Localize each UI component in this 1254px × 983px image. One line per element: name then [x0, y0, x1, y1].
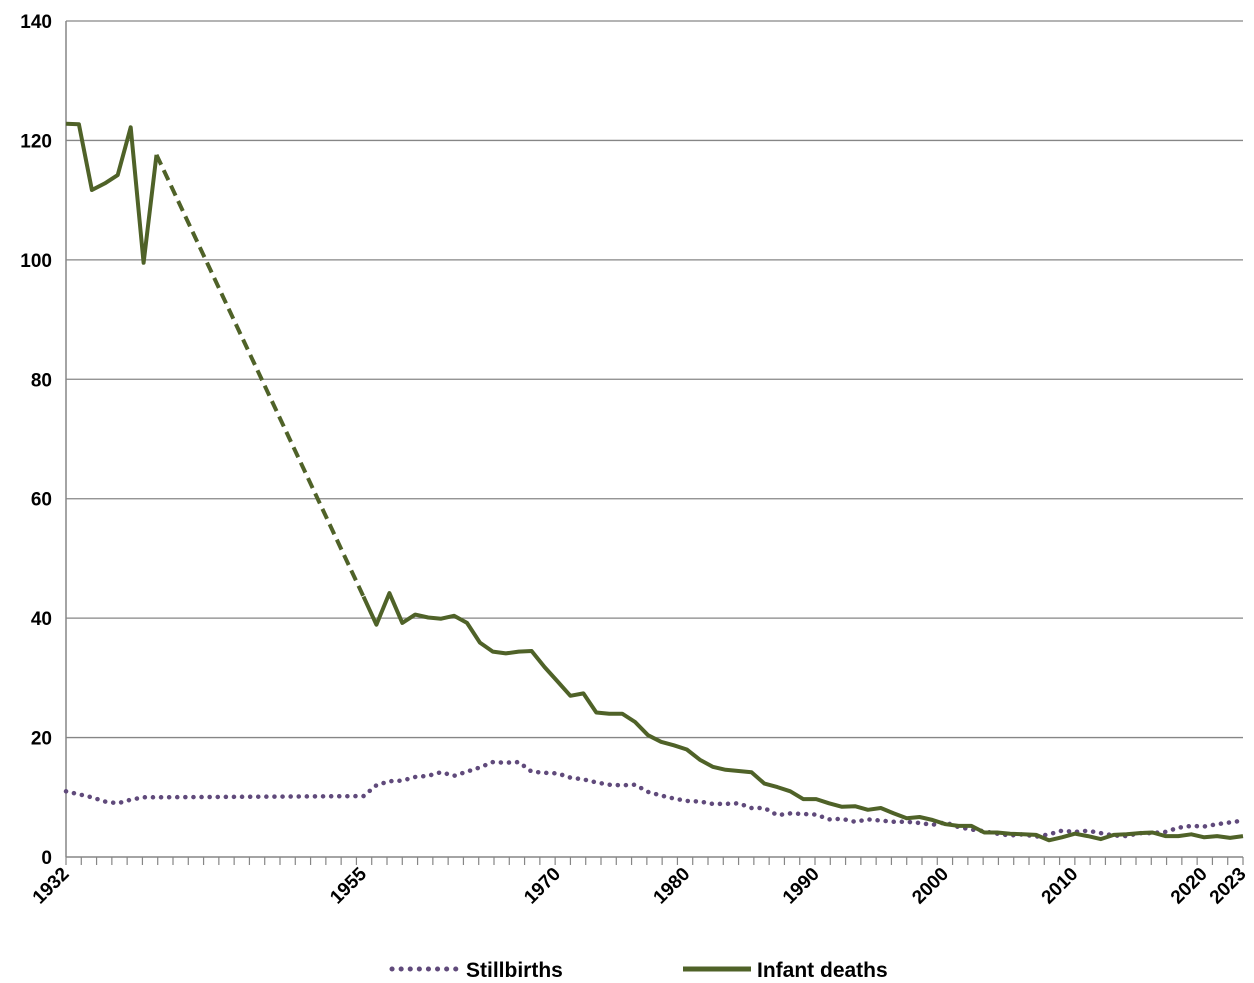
y-tick-label: 140 — [20, 12, 52, 33]
y-tick-label: 100 — [20, 251, 52, 272]
x-tick-label: 2023 — [1206, 864, 1251, 909]
series-line-infant-deaths — [361, 591, 1244, 843]
series-line-stillbirths — [63, 759, 1246, 839]
x-tick-label: 1955 — [326, 863, 371, 908]
y-tick-label: 60 — [31, 490, 52, 511]
x-tick-label: 2010 — [1038, 864, 1083, 909]
series-lines — [63, 121, 1246, 843]
gridlines — [66, 20, 1243, 739]
y-tick-label: 0 — [41, 848, 52, 869]
x-tick-label: 1990 — [779, 864, 824, 909]
x-tick-label: 1932 — [29, 864, 74, 909]
series-line-infant-deaths — [65, 121, 159, 265]
y-tick-label: 20 — [31, 729, 52, 750]
y-tick-labels: 0 20 40 60 80 100 120 140 — [20, 12, 52, 869]
legend-label-infant-deaths: Infant deaths — [757, 959, 888, 982]
y-tick-label: 120 — [20, 131, 52, 152]
x-tick-label: 2000 — [908, 864, 953, 909]
series-line-infant-deaths-dashed — [154, 153, 366, 598]
x-tick-label: 1970 — [520, 864, 565, 909]
y-tick-label: 40 — [31, 609, 52, 630]
legend-label-stillbirths: Stillbirths — [466, 959, 563, 982]
x-tick-label: 2020 — [1167, 864, 1212, 909]
y-tick-label: 80 — [31, 370, 52, 391]
axes — [65, 21, 1244, 865]
x-tick-label: 1980 — [650, 864, 695, 909]
legend: Stillbirths Infant deaths — [389, 959, 888, 982]
